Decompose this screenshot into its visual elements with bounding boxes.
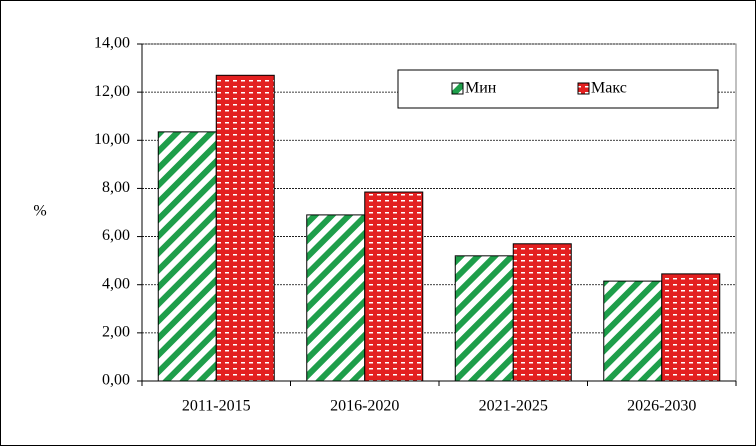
legend-label: Макс xyxy=(591,80,627,97)
x-tick-label: 2021-2025 xyxy=(479,398,548,415)
x-tick-label: 2011-2015 xyxy=(182,398,251,415)
y-tick-label: 14,00 xyxy=(94,35,130,52)
legend-swatch xyxy=(451,82,464,95)
bar xyxy=(512,243,572,382)
bar xyxy=(364,191,424,382)
legend xyxy=(397,69,719,109)
legend-swatch xyxy=(577,82,590,95)
y-tick-label: 4,00 xyxy=(102,275,130,292)
y-tick-label: 8,00 xyxy=(102,179,130,196)
x-tick-label: 2026-2030 xyxy=(627,398,696,415)
bar xyxy=(215,74,275,382)
y-tick-label: 12,00 xyxy=(94,83,130,100)
y-tick-label: 2,00 xyxy=(102,324,130,341)
y-tick-label: 6,00 xyxy=(102,227,130,244)
y-tick-label: 10,00 xyxy=(94,131,130,148)
y-axis-label: % xyxy=(33,203,46,220)
legend-label: Мин xyxy=(465,80,497,97)
bar xyxy=(306,214,366,382)
y-tick-label: 0,00 xyxy=(102,372,130,389)
bar xyxy=(157,131,217,382)
bar xyxy=(454,255,514,382)
x-tick-label: 2016-2020 xyxy=(330,398,399,415)
bar xyxy=(661,273,721,382)
bar xyxy=(603,280,663,382)
